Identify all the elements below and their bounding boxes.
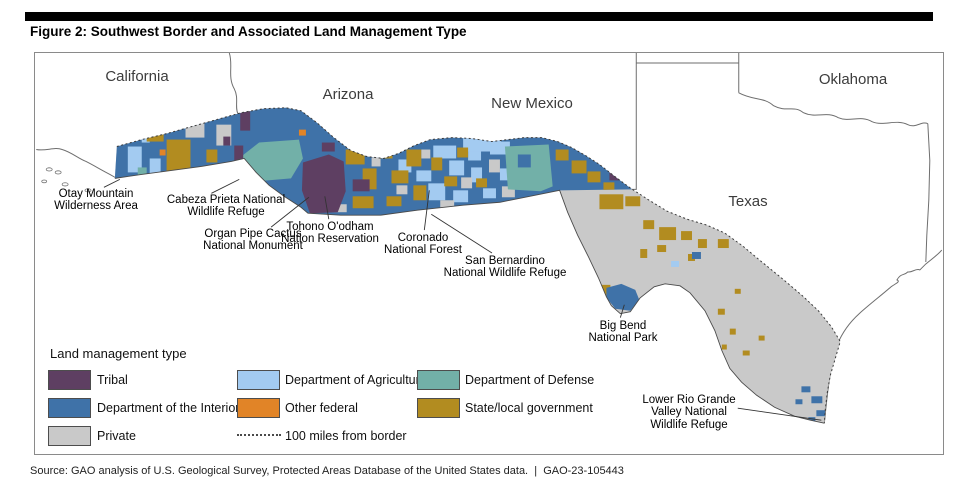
state-outlines	[36, 53, 943, 424]
state-label-arizona: Arizona	[322, 86, 374, 103]
california-coastline	[36, 148, 118, 179]
legend-label-tribal: Tribal	[97, 373, 128, 387]
colorado-river-ca-az-border	[228, 53, 239, 115]
channel-islands	[41, 167, 92, 193]
callout-coronado: Coronado National Forest	[384, 232, 462, 257]
legend-label-private: Private	[97, 429, 136, 443]
map-panel	[34, 52, 944, 455]
legend-swatch-state-local	[417, 398, 460, 418]
us-mexico-border-line	[114, 157, 825, 424]
leader-otay	[103, 178, 121, 188]
leader-big-bend	[619, 304, 625, 318]
legend-title: Land management type	[50, 346, 187, 361]
title-bar-rule	[25, 12, 933, 21]
legend-swatch-other-federal	[237, 398, 280, 418]
legend-swatch-tribal	[48, 370, 91, 390]
leader-coronado	[423, 190, 430, 231]
leader-san-bernardino	[431, 213, 493, 254]
figure-title: Figure 2: Southwest Border and Associate…	[30, 24, 467, 39]
legend-label-100-miles: 100 miles from border	[285, 429, 407, 443]
callout-leader-lines	[103, 178, 822, 421]
leader-tohono	[324, 196, 330, 220]
source-note: Source: GAO analysis of U.S. Geological …	[30, 465, 624, 477]
southwest-border-map	[36, 53, 943, 424]
legend-label-interior: Department of the Interior	[97, 401, 240, 415]
state-label-new-mexico: New Mexico	[491, 95, 573, 112]
legend-label-state-local: State/local government	[465, 401, 593, 415]
hundred-mile-line	[116, 107, 841, 424]
legend-label-defense: Department of Defense	[465, 373, 595, 387]
legend-label-other-federal: Other federal	[285, 401, 358, 415]
legend-swatch-defense	[417, 370, 460, 390]
callout-otay-mountain: Otay Mountain Wilderness Area	[54, 188, 138, 213]
gulf-coastline	[823, 249, 943, 424]
callout-lower-rio-grande: Lower Rio Grande Valley National Wildlif…	[642, 394, 736, 431]
legend-label-agriculture: Department of Agriculture	[285, 373, 427, 387]
callout-organ-pipe: Organ Pipe Cactus National Monument	[203, 228, 303, 253]
leader-lower-rio-grande	[737, 407, 822, 421]
red-river-tx-ok-border	[738, 92, 929, 127]
leader-cabeza-prieta	[211, 178, 240, 194]
texas-east-border	[925, 123, 931, 262]
legend-swatch-private	[48, 426, 91, 446]
texas-panhandle-borders	[636, 53, 740, 93]
callout-tohono-oodham: Tohono O'odham Nation Reservation	[281, 221, 379, 246]
callout-san-bernardino: San Bernardino National Wildlife Refuge	[443, 255, 567, 280]
legend-dotted-line-sample	[237, 434, 281, 436]
leader-organ-pipe	[270, 196, 310, 228]
callout-cabeza-prieta: Cabeza Prieta National Wildlife Refuge	[166, 194, 286, 219]
state-label-oklahoma: Oklahoma	[818, 71, 888, 88]
legend-swatch-agriculture	[237, 370, 280, 390]
state-label-california: California	[105, 68, 169, 85]
legend-swatch-interior	[48, 398, 91, 418]
callout-big-bend: Big Bend National Park	[588, 320, 658, 345]
state-label-texas: Texas	[728, 193, 768, 210]
land-patches-texas	[593, 194, 826, 423]
